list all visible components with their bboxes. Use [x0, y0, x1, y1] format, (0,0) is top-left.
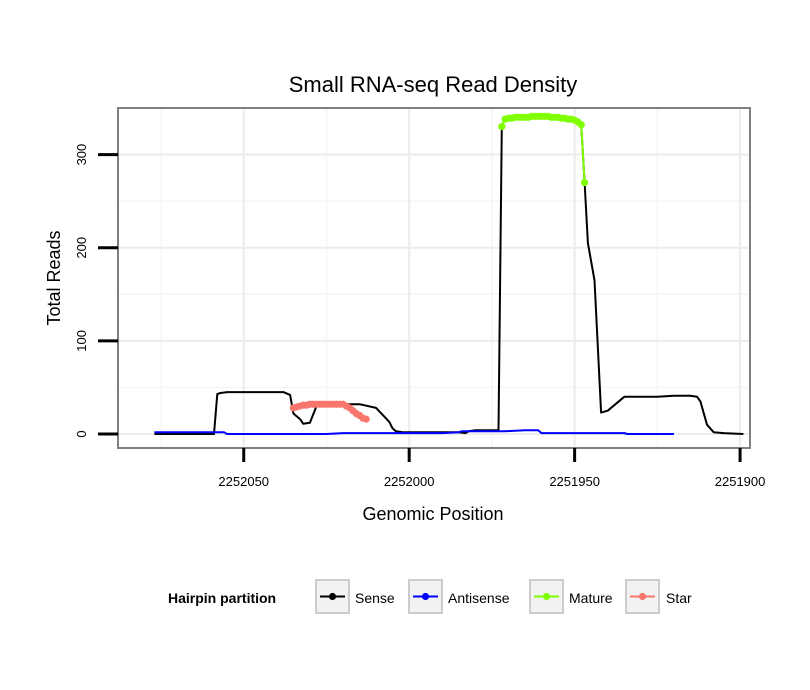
grid	[118, 108, 750, 448]
x-axis-title: Genomic Position	[362, 504, 503, 524]
legend-key-point	[328, 592, 337, 601]
x-tick-label: 2252050	[218, 474, 269, 489]
chart-title: Small RNA-seq Read Density	[289, 72, 578, 97]
legend-key-point	[638, 592, 647, 601]
legend-label-mature: Mature	[569, 590, 613, 606]
y-axis-title: Total Reads	[44, 230, 64, 325]
legend-label-star: Star	[666, 590, 692, 606]
x-tick-label: 2251950	[549, 474, 600, 489]
x-tick-label: 2251900	[715, 474, 766, 489]
plot-border	[117, 107, 751, 449]
series-line-antisense	[154, 429, 674, 435]
y-tick-label: 300	[74, 144, 89, 166]
legend-label-antisense: Antisense	[448, 590, 510, 606]
y-tick-label: 200	[74, 237, 89, 259]
point-mature	[577, 121, 585, 129]
y-axis: 0 100 200 300	[74, 144, 118, 438]
y-tick-label: 100	[74, 330, 89, 352]
legend-key-point	[421, 592, 430, 601]
y-tick-label: 0	[74, 430, 89, 437]
legend-label-sense: Sense	[355, 590, 395, 606]
x-tick-label: 2252000	[384, 474, 435, 489]
legend-title: Hairpin partition	[168, 590, 276, 606]
series-line-sense	[154, 115, 744, 435]
point-mature	[580, 178, 589, 187]
legend: Hairpin partition Sense Antisense Mature St…	[168, 579, 692, 614]
x-axis: 2252050 2252000 2251950 2251900	[218, 448, 765, 489]
legend-key-point	[542, 592, 551, 601]
point-mature	[498, 123, 506, 131]
plot-panel	[118, 108, 750, 448]
point-star	[362, 415, 370, 423]
series-points	[289, 112, 589, 423]
